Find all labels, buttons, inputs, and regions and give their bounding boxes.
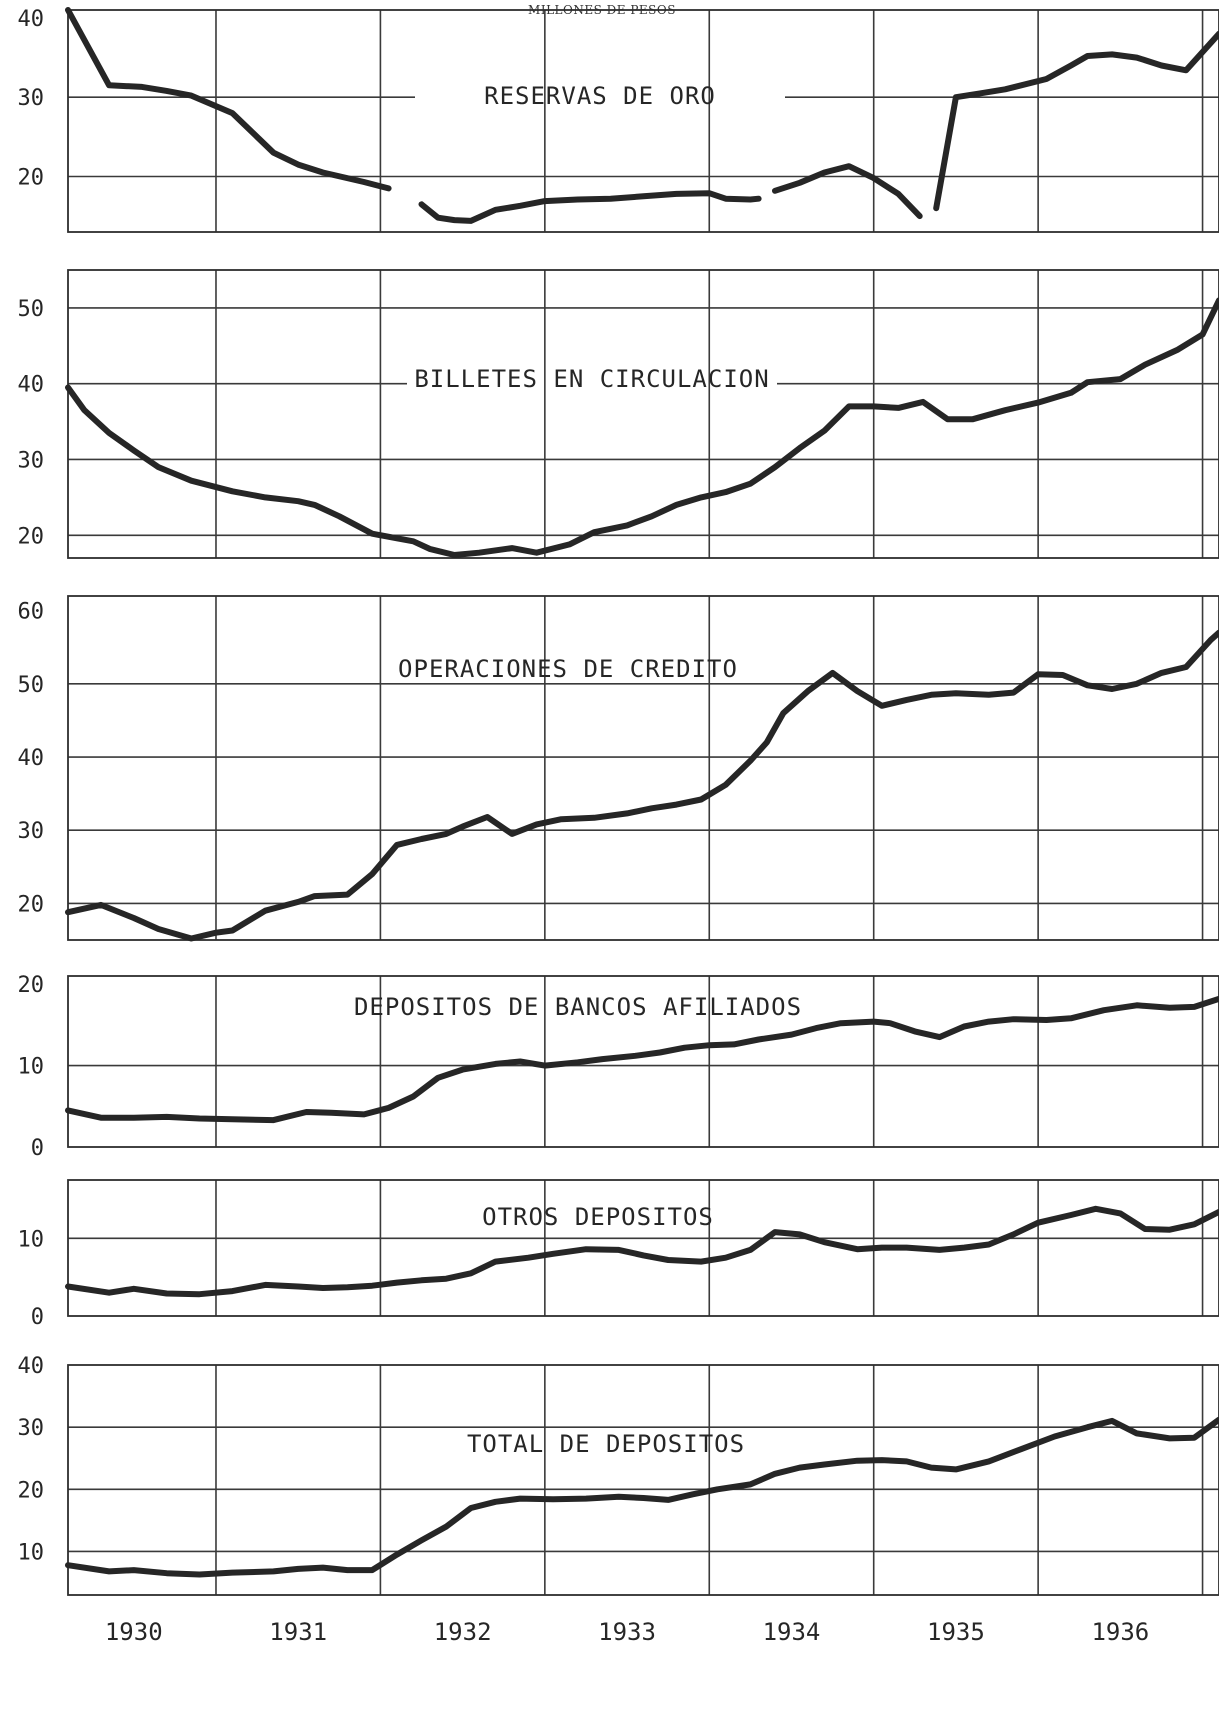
series-line-segment xyxy=(933,30,1219,212)
y-tick-label: 20 xyxy=(18,166,45,191)
y-tick-label: 40 xyxy=(18,373,45,398)
y-tick-label: 40 xyxy=(18,7,45,32)
x-tick-label: 1935 xyxy=(927,1618,985,1646)
x-tick-label: 1936 xyxy=(1091,1618,1149,1646)
panel-3: 20 30 40 50 60 OPERACIONES DE CREDITO xyxy=(18,595,1219,942)
panel-title: OPERACIONES DE CREDITO xyxy=(398,655,738,683)
panel-4: 0 10 20 DEPOSITOS DE BANCOS AFILIADOS xyxy=(18,973,1219,1161)
panels: 20 30 40 RESERVAS DE ORO 20 30 40 50 BILLETES EN… xyxy=(18,7,1219,1596)
y-tick-label: 20 xyxy=(18,892,45,917)
panel-title-text: OTROS DEPOSITOS xyxy=(482,1203,714,1231)
panel-2: 20 30 40 50 BILLETES EN CIRCULACION xyxy=(18,269,1219,559)
panel-grid xyxy=(68,270,1219,558)
y-tick-label: 30 xyxy=(18,86,45,111)
series-line-segment xyxy=(65,1205,1219,1298)
panel-frame xyxy=(67,269,1219,559)
y-tick-label: 50 xyxy=(18,673,45,698)
series-line-segment xyxy=(65,297,1219,558)
panel-title-text: RESERVAS DE ORO xyxy=(484,82,716,110)
panel-title: OTROS DEPOSITOS xyxy=(482,1203,714,1231)
y-tick-label: 0 xyxy=(31,1136,44,1161)
y-tick-label: 30 xyxy=(18,448,45,473)
panel-title-text: BILLETES EN CIRCULACION xyxy=(414,365,769,393)
x-tick-label: 1930 xyxy=(105,1618,163,1646)
panel-frame xyxy=(67,975,1219,1148)
y-tick-label: 10 xyxy=(18,1055,45,1080)
panel-frame xyxy=(67,1364,1219,1596)
x-tick-label: 1934 xyxy=(763,1618,821,1646)
y-tick-label: 10 xyxy=(18,1227,45,1252)
x-tick-label: 1931 xyxy=(269,1618,327,1646)
series-line-segment xyxy=(65,629,1219,942)
y-tick-label: 40 xyxy=(18,1354,45,1379)
panel-title: BILLETES EN CIRCULACION xyxy=(414,365,769,393)
x-tick-label: 1933 xyxy=(598,1618,656,1646)
panel-frame xyxy=(67,9,1219,233)
panel-6: 10 20 30 40 TOTAL DE DEPOSITOS xyxy=(18,1354,1219,1596)
panel-grid xyxy=(68,596,1219,940)
panel-grid xyxy=(68,976,1219,1147)
y-tick-label: 60 xyxy=(18,600,45,625)
y-tick-label: 20 xyxy=(18,973,45,998)
y-tick-label: 20 xyxy=(18,1478,45,1503)
panel-frame xyxy=(67,595,1219,941)
y-tick-label: 20 xyxy=(18,524,45,549)
panel-grid xyxy=(68,1180,1219,1316)
panel-title-text: OPERACIONES DE CREDITO xyxy=(398,655,738,683)
panel-frame xyxy=(67,1179,1219,1317)
panel-1: 20 30 40 RESERVAS DE ORO xyxy=(18,7,1219,233)
panel-title-text: DEPOSITOS DE BANCOS AFILIADOS xyxy=(354,993,802,1021)
x-tick-label: 1932 xyxy=(434,1618,492,1646)
panel-title: TOTAL DE DEPOSITOS xyxy=(467,1430,745,1458)
series-line-segment xyxy=(65,7,392,192)
y-tick-label: 50 xyxy=(18,297,45,322)
y-tick-label: 40 xyxy=(18,746,45,771)
panel-grid xyxy=(68,1365,1219,1595)
series-line-segment xyxy=(418,190,762,224)
y-tick-label: 10 xyxy=(18,1540,45,1565)
panel-title: RESERVAS DE ORO xyxy=(484,82,716,110)
series-line-segment xyxy=(65,1416,1219,1578)
y-tick-label: 30 xyxy=(18,1416,45,1441)
series-line-segment xyxy=(65,995,1219,1124)
x-axis: 1930 1931 1932 1933 1934 1935 1936 xyxy=(105,1618,1149,1646)
panel-title-text: TOTAL DE DEPOSITOS xyxy=(467,1430,745,1458)
y-tick-label: 0 xyxy=(31,1305,44,1330)
series-line-segment xyxy=(772,163,923,220)
panel-title: DEPOSITOS DE BANCOS AFILIADOS xyxy=(354,993,802,1021)
y-tick-label: 30 xyxy=(18,819,45,844)
panel-5: 0 10 OTROS DEPOSITOS xyxy=(18,1179,1219,1330)
